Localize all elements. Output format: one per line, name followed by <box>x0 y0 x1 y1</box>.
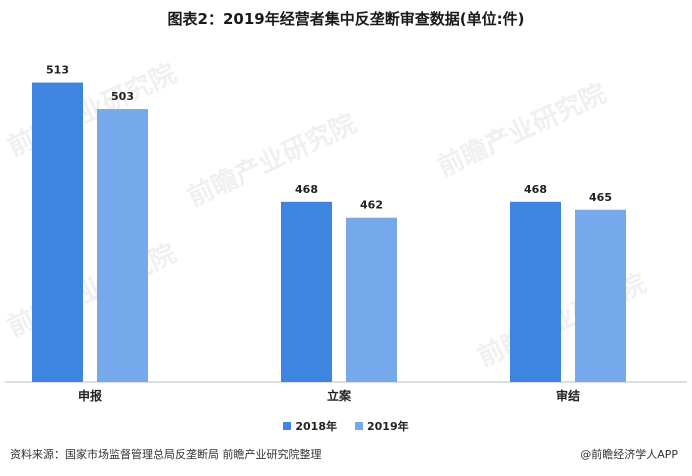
bar-0-0 <box>32 82 83 383</box>
bar-1-1 <box>346 217 397 382</box>
legend: 2018年 2019年 <box>0 418 692 434</box>
credit-note: @前瞻经济学人APP <box>580 448 678 461</box>
data-label-2-0: 468 <box>524 183 547 196</box>
data-label-0-0: 513 <box>46 64 69 77</box>
data-label-1-1: 462 <box>360 199 383 212</box>
legend-swatch-2018 <box>283 422 292 430</box>
category-label-2: 审结 <box>556 388 580 403</box>
category-label-1: 立案 <box>327 388 352 403</box>
bar-0-1 <box>97 109 148 383</box>
legend-label-2018: 2018年 <box>295 420 337 433</box>
bar-2-0 <box>510 201 561 382</box>
bar-1-0 <box>281 201 332 382</box>
legend-label-2019: 2019年 <box>367 420 409 433</box>
category-label-0: 申报 <box>78 388 102 403</box>
data-label-0-1: 503 <box>111 90 134 103</box>
bar-2-1 <box>575 209 626 382</box>
legend-swatch-2019 <box>355 422 363 430</box>
data-label-2-1: 465 <box>589 191 612 204</box>
bar-chart: 513 503 申报 468 462 立案 468 465 审结 <box>5 64 687 403</box>
legend-item-2019: 2019年 <box>355 418 409 434</box>
chart-title: 图表2：2019年经营者集中反垄断审查数据(单位:件) <box>167 10 525 28</box>
data-label-1-0: 468 <box>295 183 318 196</box>
legend-item-2018: 2018年 <box>283 418 337 434</box>
source-note: 资料来源：国家市场监督管理总局反垄断局 前瞻产业研究院整理 <box>10 448 322 461</box>
